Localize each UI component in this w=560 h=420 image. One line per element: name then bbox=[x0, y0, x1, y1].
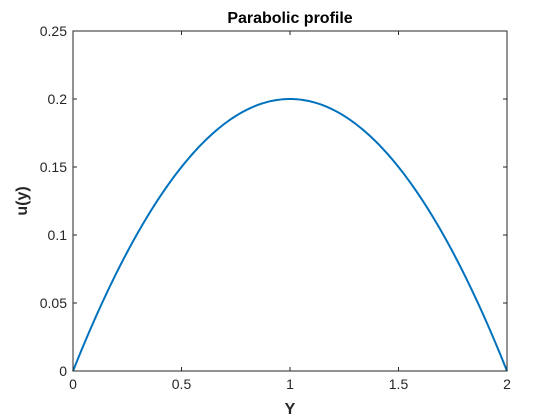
series-layer bbox=[72, 97, 508, 372]
x-tick-label: 0 bbox=[69, 376, 77, 392]
x-axis-label: Y bbox=[285, 401, 296, 418]
ticks-layer: 0 0.5 1 1.5 2 0 0.05 0.1 0.15 0.2 0.25 bbox=[40, 23, 511, 392]
x-tick-label: 2 bbox=[503, 376, 511, 392]
y-axis-label: u(y) bbox=[14, 186, 31, 215]
chart-title: Parabolic profile bbox=[227, 10, 352, 27]
x-tick-label: 1.5 bbox=[389, 376, 409, 392]
y-tick-label: 0.15 bbox=[40, 159, 67, 175]
x-tick-label: 1 bbox=[286, 376, 294, 392]
y-tick-label: 0.1 bbox=[48, 227, 68, 243]
y-tick-label: 0.05 bbox=[40, 295, 67, 311]
plot-area bbox=[73, 31, 507, 371]
y-tick-label: 0.2 bbox=[48, 91, 68, 107]
x-tick-label: 0.5 bbox=[172, 376, 192, 392]
y-tick-label: 0.25 bbox=[40, 23, 67, 39]
series-line-1 bbox=[72, 97, 508, 372]
y-tick-label: 0 bbox=[59, 363, 67, 379]
